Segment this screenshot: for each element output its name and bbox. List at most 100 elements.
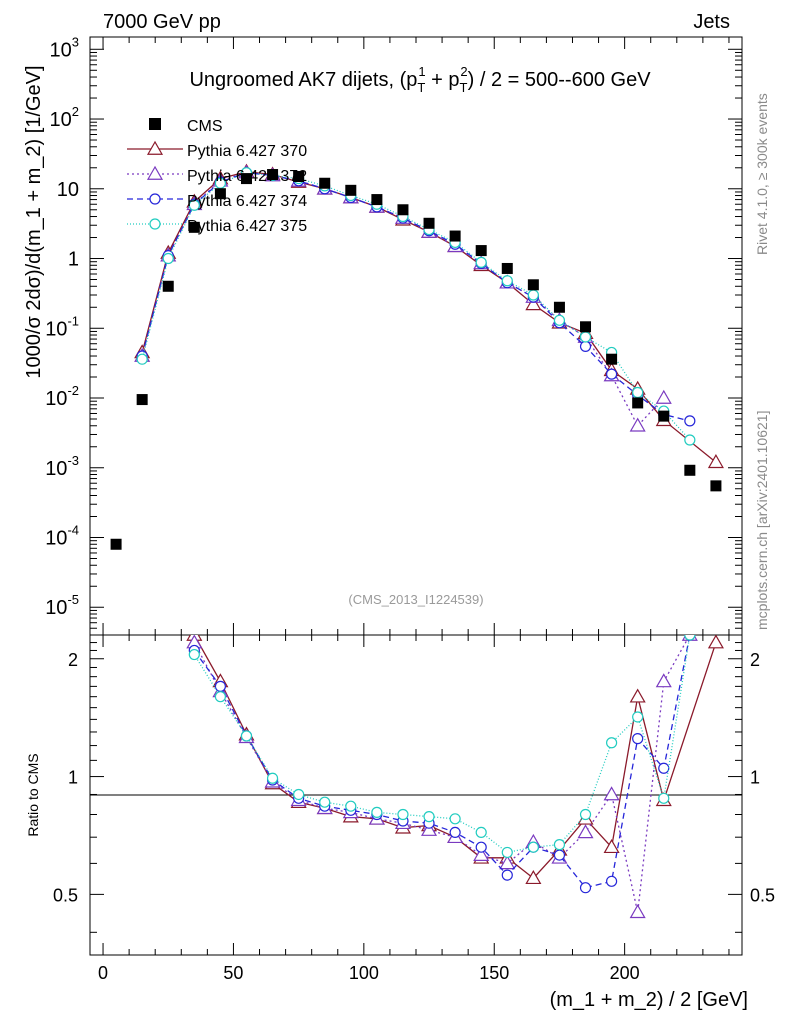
y-tick-label: 10-1 — [45, 313, 79, 340]
ratio-point-2 — [605, 875, 618, 887]
cms-data-point — [188, 221, 200, 233]
ratio-point-2 — [475, 841, 487, 853]
series-line-1 — [141, 172, 665, 427]
ratio-point-3 — [475, 826, 487, 839]
ratio-point-3 — [266, 772, 279, 784]
legend-marker-0 — [146, 140, 164, 155]
series-point-2 — [605, 368, 618, 380]
ratio-point-3 — [188, 648, 200, 661]
series-line-0 — [141, 171, 717, 463]
series-point-0 — [707, 454, 724, 469]
series-line-3 — [141, 172, 691, 441]
ratio-line-1 — [193, 635, 691, 913]
ratio-point-3 — [553, 839, 566, 851]
cms-data-point — [580, 321, 592, 333]
ratio-tick-label-right: 0.5 — [750, 885, 775, 905]
ratio-point-3 — [319, 796, 331, 808]
y-tick-label: 10-4 — [45, 523, 79, 550]
legend-marker-cms — [149, 118, 161, 130]
ratio-point-0 — [525, 869, 542, 885]
x-axis-label: (m_1 + m_2) / 2 [GeV] — [550, 989, 748, 1011]
y-tick-label: 10 — [57, 179, 79, 201]
cms-data-point — [684, 464, 696, 476]
ratio-point-3 — [527, 841, 539, 853]
cms-data-point — [319, 177, 331, 189]
legend-marker-3 — [149, 218, 161, 230]
x-tick-label: 200 — [610, 963, 640, 983]
x-tick-label: 150 — [479, 963, 509, 983]
ratio-point-3 — [423, 811, 435, 823]
plot-title: Ungroomed AK7 dijets, (pT1 + pT2) / 2 = … — [189, 64, 651, 95]
ratio-point-2 — [632, 733, 644, 745]
series-point-3 — [162, 252, 174, 265]
header-right: Jets — [693, 11, 730, 33]
header-left: 7000 GeV pp — [103, 11, 221, 33]
cms-data-point — [527, 279, 539, 291]
y-tick-label: 10-5 — [45, 592, 79, 619]
ratio-point-3 — [240, 730, 253, 742]
mcplots-label: mcplots.cern.ch [arXiv:2401.10621] — [754, 411, 770, 630]
ratio-point-3 — [605, 737, 618, 749]
rivet-label: Rivet 4.1.0, ≥ 300k events — [754, 93, 770, 255]
series-line-2 — [141, 172, 690, 422]
series-point-1 — [629, 417, 646, 432]
cms-data-point — [110, 538, 122, 550]
ratio-point-1 — [499, 855, 516, 870]
ratio-point-3 — [371, 806, 383, 818]
series-point-3 — [579, 331, 592, 343]
cms-data-point — [345, 184, 357, 196]
series-point-3 — [188, 199, 200, 211]
series-point-3 — [501, 275, 513, 287]
ratio-point-2 — [501, 869, 513, 881]
ratio-tick-label-right: 2 — [750, 650, 760, 670]
ratio-point-3 — [293, 788, 305, 801]
cms-data-point — [632, 397, 644, 409]
ratio-tick-label-left: 2 — [68, 650, 78, 670]
series-point-3 — [136, 353, 148, 365]
series-point-0 — [525, 296, 542, 311]
cms-data-point — [293, 170, 305, 182]
ratio-point-1 — [629, 904, 646, 919]
x-tick-label: 100 — [349, 963, 379, 983]
ratio-point-1 — [603, 786, 620, 801]
ratio-point-2 — [449, 826, 461, 839]
legend-marker-2 — [149, 193, 161, 205]
ratio-point-2 — [553, 849, 566, 861]
cms-data-point — [371, 194, 383, 206]
legend-label-cms: CMS — [187, 118, 223, 135]
series-point-3 — [553, 314, 566, 326]
ratio-point-3 — [501, 846, 513, 859]
cms-data-point — [606, 353, 618, 365]
legend-label-2: Pythia 6.427 374 — [187, 193, 307, 210]
ratio-point-0 — [707, 635, 724, 649]
cms-data-point — [553, 301, 565, 313]
ratio-axis-label: Ratio to CMS — [25, 753, 41, 836]
cms-data-point — [475, 245, 487, 257]
cms-data-point — [397, 204, 409, 216]
series-point-3 — [632, 386, 644, 399]
ratio-point-0 — [629, 688, 646, 703]
x-tick-label: 0 — [98, 963, 108, 983]
series-point-2 — [684, 415, 696, 427]
cms-data-point — [501, 262, 513, 274]
ratio-tick-label-right: 1 — [750, 768, 760, 788]
y-tick-label: 10-2 — [45, 383, 79, 410]
y-tick-label: 102 — [50, 104, 79, 131]
ratio-point-2 — [579, 882, 592, 894]
ratio-point-3 — [632, 711, 644, 723]
ratio-point-1 — [577, 824, 594, 839]
ratio-point-1 — [421, 821, 438, 836]
ratio-point-1 — [655, 673, 672, 688]
ratio-point-1 — [473, 846, 490, 861]
analysis-id: (CMS_2013_I1224539) — [348, 592, 483, 607]
cms-data-point — [136, 394, 148, 406]
y-tick-label: 10-3 — [45, 453, 79, 480]
ratio-point-3 — [658, 792, 670, 804]
cms-data-point — [658, 410, 670, 422]
ratio-point-3 — [449, 813, 461, 825]
ratio-point-3 — [684, 635, 696, 641]
ratio-point-2 — [658, 762, 670, 774]
ratio-tick-label-left: 1 — [68, 768, 78, 788]
series-point-1 — [655, 389, 672, 404]
